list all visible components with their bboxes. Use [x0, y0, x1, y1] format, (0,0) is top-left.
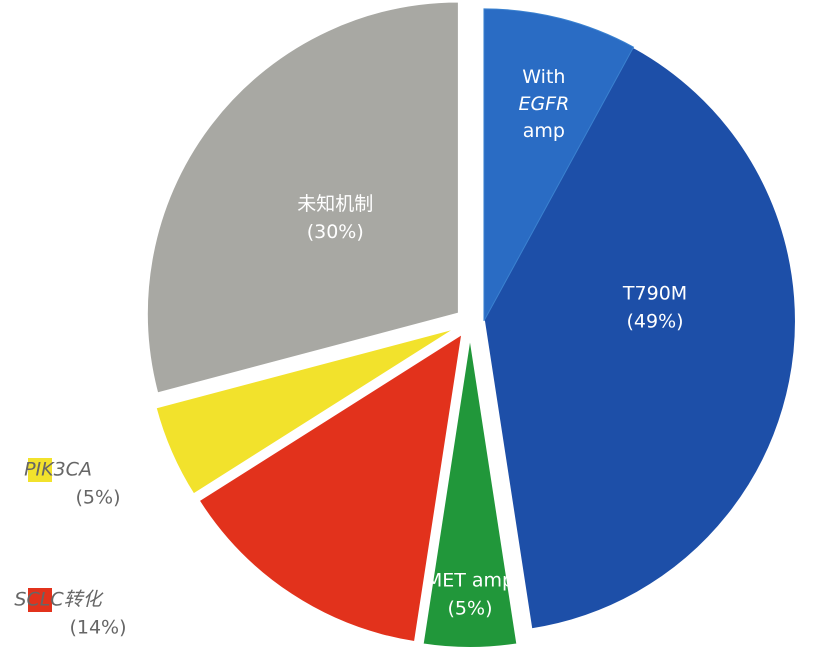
data-label: (5%)	[448, 597, 493, 619]
data-label: (5%)	[76, 487, 121, 509]
data-label: (14%)	[69, 617, 126, 639]
sub-label: EGFR	[518, 93, 569, 115]
category-label: 未知机制	[297, 193, 373, 215]
legend-swatch	[28, 588, 52, 612]
sub-label: With	[522, 66, 565, 88]
pie-slice	[154, 326, 458, 496]
category-label: MET amp	[426, 569, 514, 591]
legend-label: SCLC转化	[14, 589, 103, 611]
data-label: (49%)	[627, 310, 684, 332]
legend-label: PIK3CA	[24, 459, 92, 481]
pie-slice	[145, 0, 460, 395]
sub-slice	[483, 8, 635, 322]
sub-label: amp	[523, 120, 565, 142]
legend-swatch	[28, 458, 52, 482]
pie-slice	[197, 331, 464, 644]
data-label: (30%)	[307, 221, 364, 243]
category-label: T790M	[622, 282, 687, 304]
pie-slice	[421, 335, 519, 649]
